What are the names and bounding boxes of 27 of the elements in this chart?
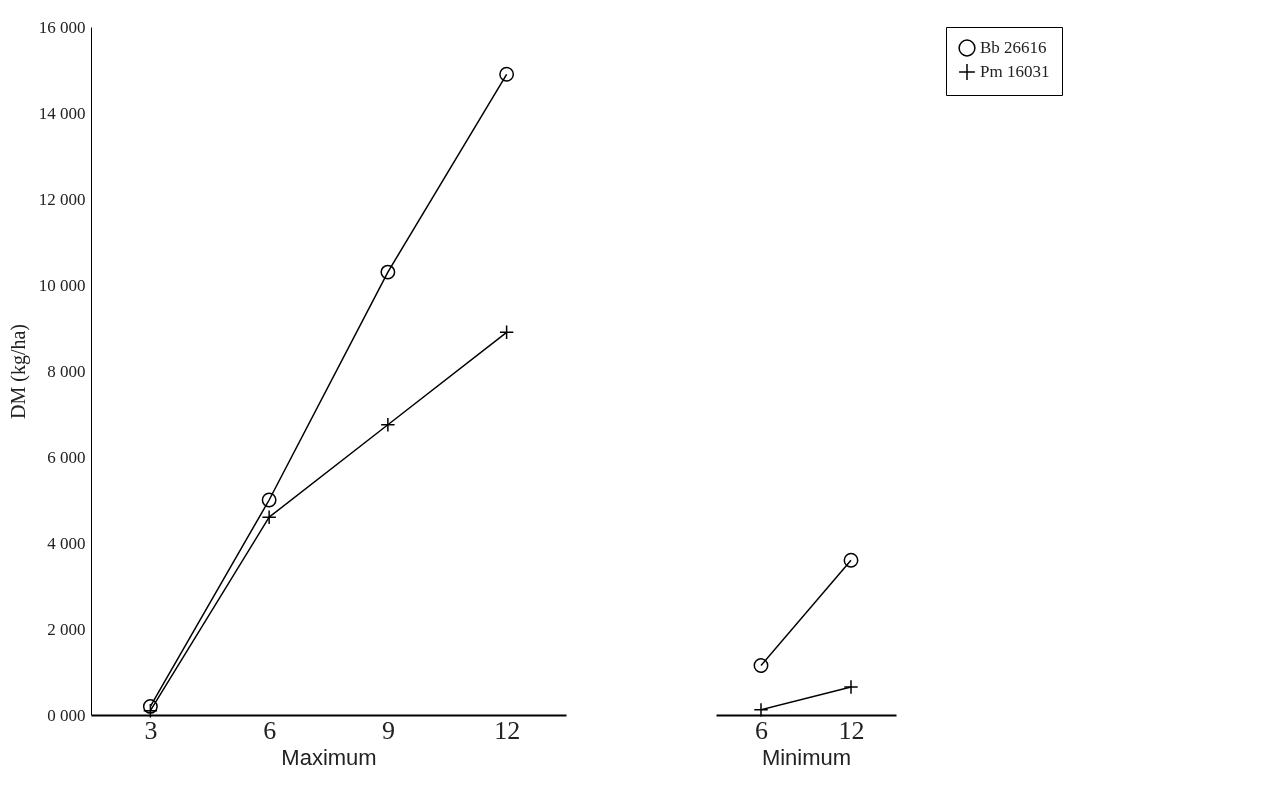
point bbox=[142, 698, 158, 714]
y-tick-label: 14 000 bbox=[38, 103, 86, 123]
point bbox=[843, 552, 859, 568]
legend-label: Pm 16031 bbox=[980, 62, 1050, 81]
y-tick-label: 8 000 bbox=[47, 361, 86, 381]
y-tick-label: 12 000 bbox=[38, 189, 86, 209]
legend-label: Bb 26616 bbox=[980, 38, 1047, 57]
x-tick-label: 9 bbox=[381, 715, 395, 745]
x-axis-title: Maximum bbox=[281, 744, 377, 770]
point bbox=[261, 492, 277, 508]
y-tick-label: 10 000 bbox=[38, 275, 86, 295]
x-tick-label: 3 bbox=[144, 715, 158, 745]
y-tick-label: 4 000 bbox=[47, 533, 86, 553]
x-axis-title: Minimum bbox=[761, 744, 852, 770]
x-tick-label: 12 bbox=[838, 715, 865, 745]
point bbox=[753, 658, 769, 673]
y-tick-label: 16 000 bbox=[38, 17, 86, 37]
y-axis-title: DM (kg/ha) bbox=[6, 324, 30, 419]
point bbox=[499, 66, 515, 82]
point bbox=[499, 324, 515, 340]
y-tick-label: 0 000 bbox=[47, 705, 86, 725]
x-tick-label: 6 bbox=[755, 715, 768, 745]
x-tick-label: 12 bbox=[494, 715, 521, 745]
y-tick-label: 6 000 bbox=[47, 447, 86, 467]
y-tick-label: 2 000 bbox=[47, 619, 86, 639]
x-tick-label: 6 bbox=[263, 715, 277, 745]
point bbox=[380, 264, 396, 280]
